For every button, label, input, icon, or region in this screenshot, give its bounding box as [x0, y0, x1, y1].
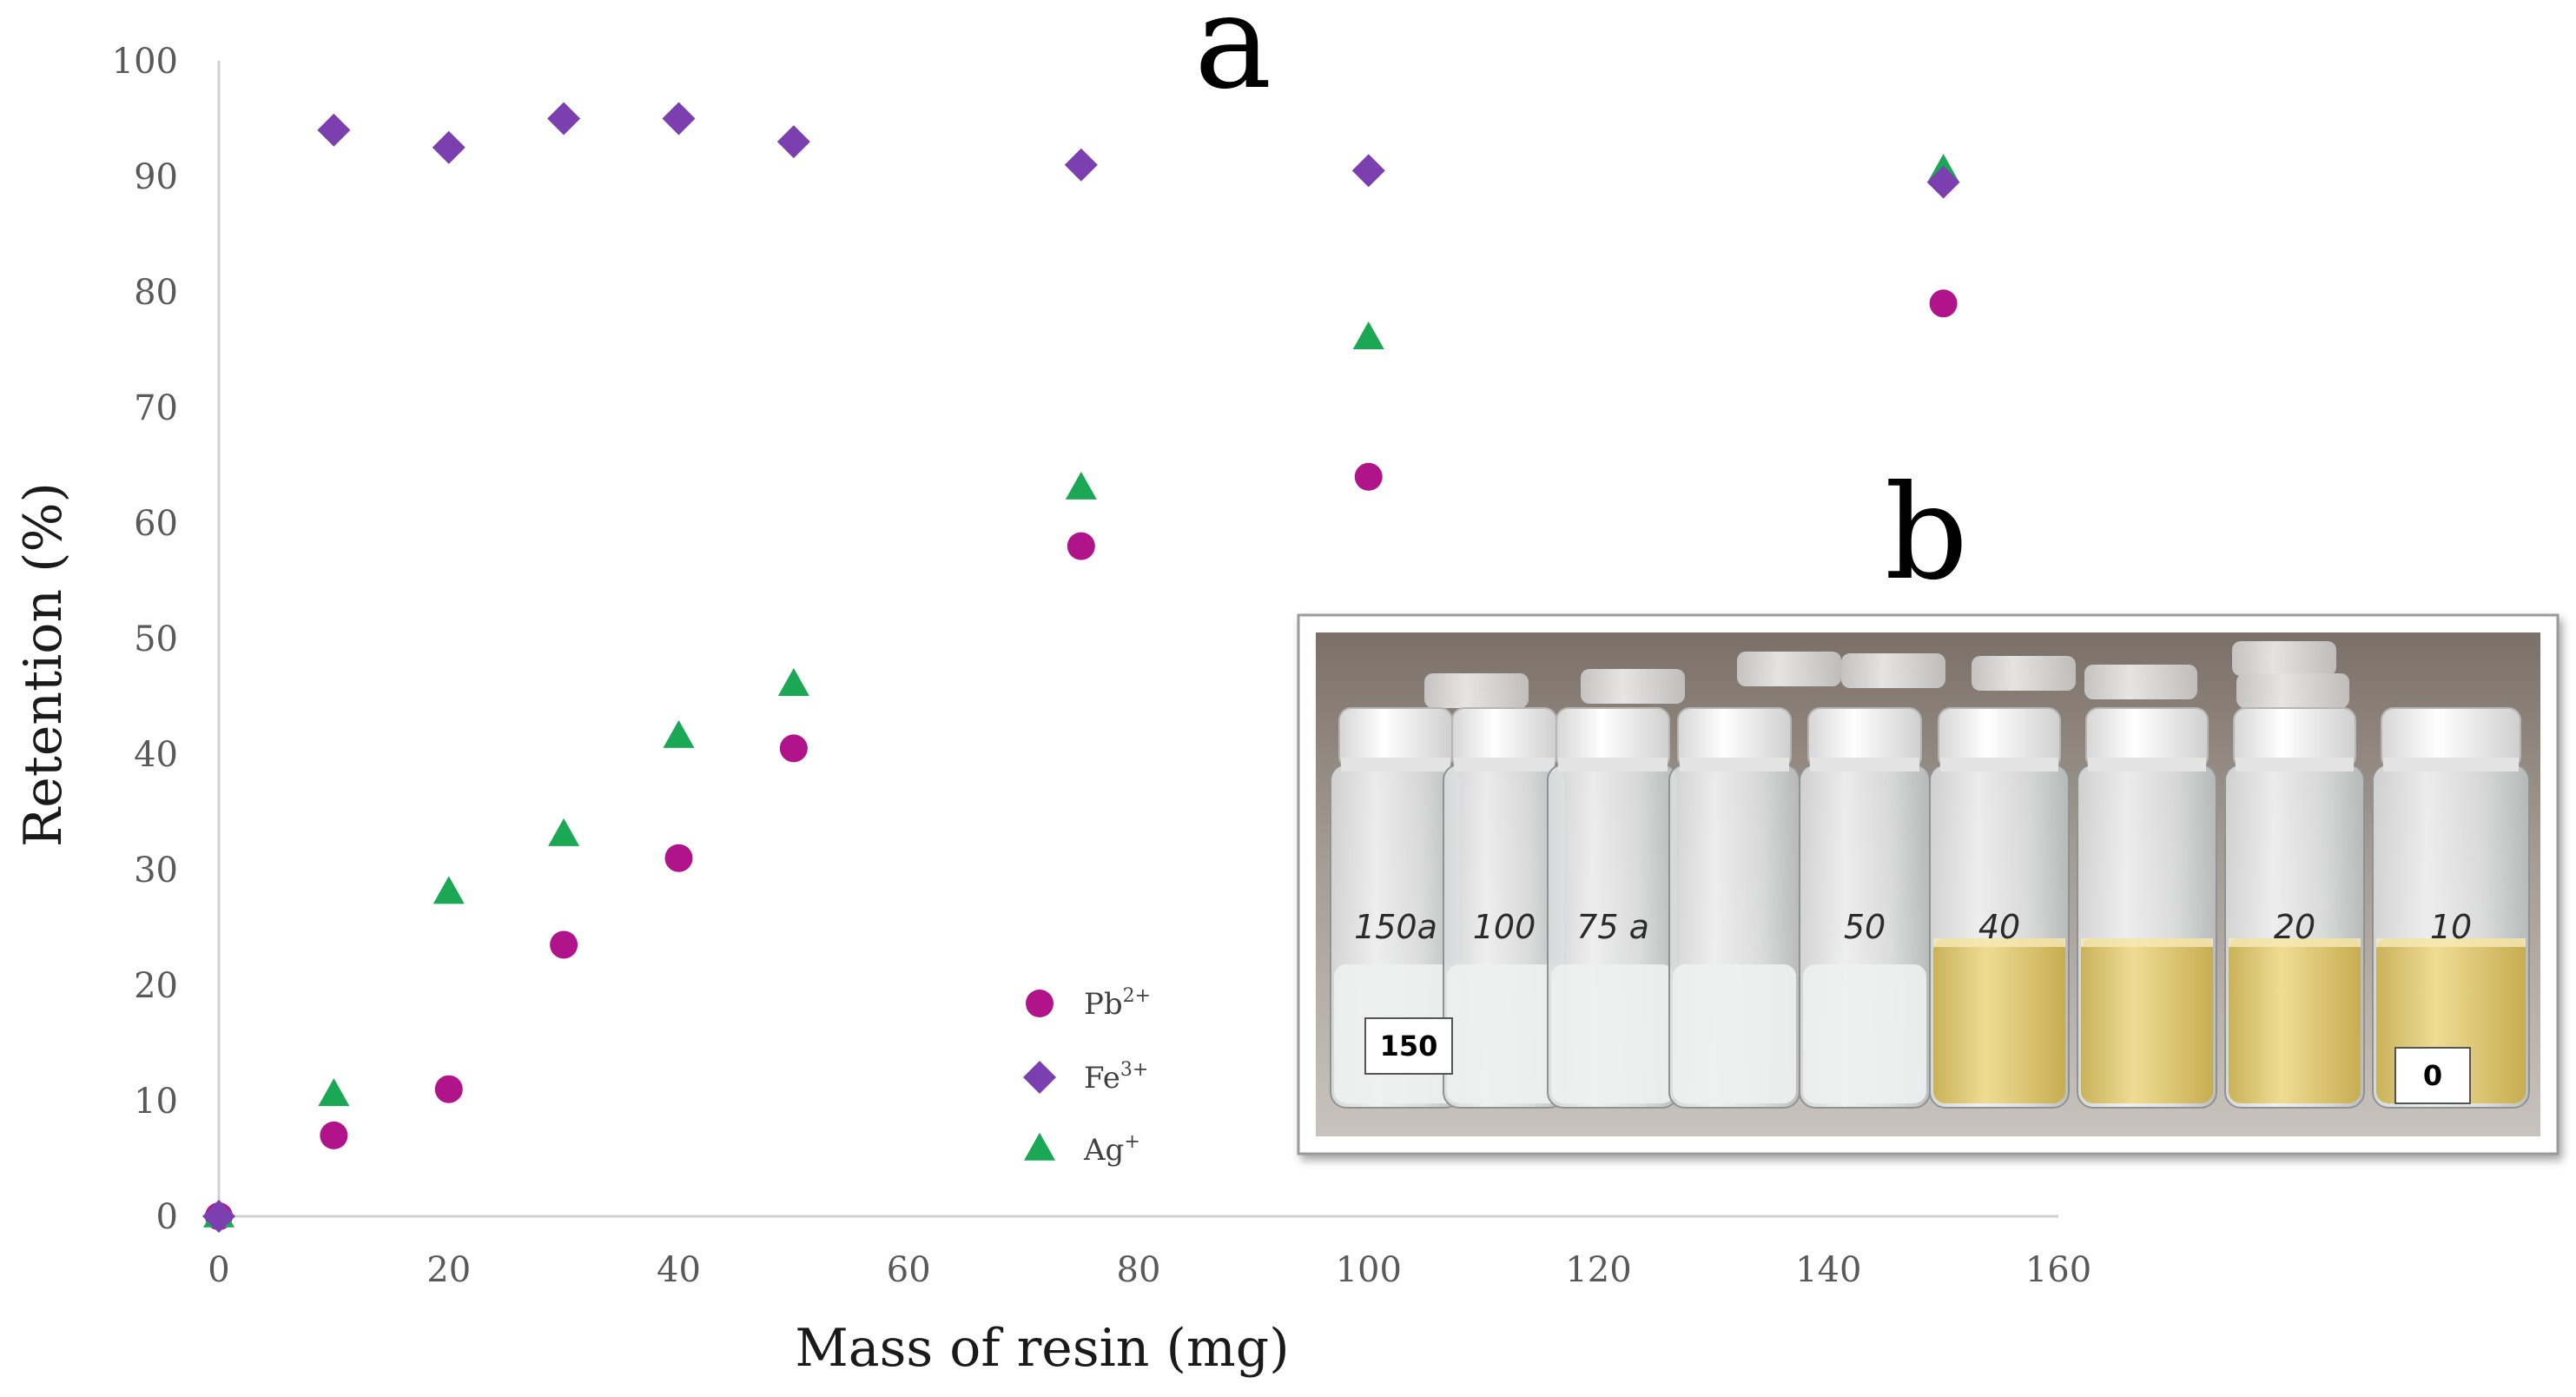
back-row-vials — [1424, 641, 2349, 708]
data-point-pb — [1067, 532, 1095, 560]
x-tick-label: 140 — [1795, 1250, 1861, 1290]
vial: 20 — [2224, 707, 2365, 1109]
y-tick-label: 10 — [134, 1082, 178, 1122]
y-tick-label: 20 — [134, 966, 178, 1006]
photo-inset: 150a 100 75 a 50 40 20 10 150 0 — [1297, 613, 2559, 1155]
y-tick-label: 40 — [134, 735, 178, 775]
x-axis-title: Mass of resin (mg) — [795, 1318, 1289, 1379]
x-tick-label: 40 — [657, 1250, 701, 1290]
series-fe — [202, 102, 1960, 1233]
vial: 10 — [2372, 707, 2530, 1109]
vial-handwritten-mark: 50 — [1844, 908, 1886, 946]
data-point-ag — [1352, 321, 1384, 349]
data-point-pb — [779, 734, 808, 763]
vial-handwritten-mark: 150a — [1354, 908, 1437, 946]
x-tick-label: 160 — [2025, 1250, 2091, 1290]
y-tick-label: 30 — [134, 851, 178, 891]
legend: Pb2+ Fe3+ Ag+ — [1023, 985, 1151, 1168]
photo-label-right: 0 — [2423, 1059, 2442, 1092]
data-point-pb — [1929, 289, 1958, 318]
x-tick-label: 80 — [1117, 1250, 1161, 1290]
data-point-fe — [776, 125, 810, 159]
y-tick-label: 50 — [134, 619, 178, 659]
photo-label-left: 150 — [1380, 1030, 1438, 1063]
vial — [1668, 707, 1800, 1109]
data-point-fe — [317, 113, 351, 147]
y-axis-title: Retention (%) — [13, 482, 74, 847]
data-point-fe — [1926, 165, 1960, 199]
legend-label-pb: Pb2+ — [1084, 985, 1151, 1022]
y-tick-label: 0 — [156, 1197, 178, 1237]
data-point-ag — [433, 876, 465, 904]
data-point-fe — [547, 102, 581, 136]
legend-marker-fe — [1023, 1061, 1056, 1094]
data-point-pb — [1354, 462, 1383, 491]
data-point-pb — [664, 844, 693, 872]
x-tick-labels: 0 20 40 60 80 100 120 140 160 — [208, 1250, 2091, 1290]
data-point-pb — [320, 1121, 348, 1149]
series-pb — [205, 289, 1958, 1230]
vial — [2077, 707, 2217, 1109]
data-point-fe — [432, 130, 466, 164]
data-point-ag — [318, 1078, 350, 1107]
y-tick-label: 70 — [134, 388, 178, 428]
axes: 0 10 20 30 40 50 60 70 80 90 100 0 20 40 60 80 100 120 14… — [112, 42, 2092, 1290]
x-tick-label: 120 — [1565, 1250, 1631, 1290]
series-layer — [202, 102, 1960, 1233]
data-point-fe — [662, 102, 696, 136]
y-tick-label: 80 — [134, 273, 178, 313]
y-tick-labels: 0 10 20 30 40 50 60 70 80 90 100 — [112, 42, 178, 1237]
data-point-pb — [550, 930, 578, 959]
x-tick-label: 100 — [1336, 1250, 1402, 1290]
panel-label-b: b — [1885, 458, 1968, 609]
photo-label-left-box — [1364, 1017, 1453, 1075]
vial: 75 a — [1547, 707, 1679, 1109]
vial-handwritten-mark: 75 a — [1576, 908, 1649, 946]
y-tick-label: 100 — [112, 42, 178, 82]
vial: 50 — [1799, 707, 1931, 1109]
x-tick-label: 20 — [426, 1250, 471, 1290]
data-point-fe — [202, 1200, 235, 1233]
y-tick-label: 90 — [134, 157, 178, 197]
vial-handwritten-mark: 100 — [1473, 908, 1536, 946]
panel-label-a: a — [1194, 0, 1271, 118]
legend-marker-pb — [1026, 990, 1054, 1017]
y-tick-label: 60 — [134, 504, 178, 544]
vial-handwritten-mark: 40 — [1978, 908, 2020, 946]
data-point-pb — [434, 1075, 463, 1103]
data-point-fe — [1351, 154, 1385, 188]
vial: 40 — [1929, 707, 2070, 1109]
vial-handwritten-mark: 10 — [2430, 908, 2472, 946]
data-point-fe — [1064, 148, 1098, 182]
legend-marker-ag — [1024, 1132, 1055, 1161]
photo-label-right-box — [2394, 1047, 2471, 1104]
data-point-ag — [1065, 471, 1097, 500]
x-tick-label: 60 — [887, 1250, 931, 1290]
data-point-ag — [663, 719, 695, 748]
legend-label-fe: Fe3+ — [1084, 1059, 1148, 1096]
data-point-ag — [777, 668, 809, 696]
data-point-ag — [548, 818, 580, 846]
vial-handwritten-mark: 20 — [2274, 908, 2315, 946]
legend-label-ag: Ag+ — [1083, 1131, 1140, 1168]
x-tick-label: 0 — [208, 1250, 229, 1290]
